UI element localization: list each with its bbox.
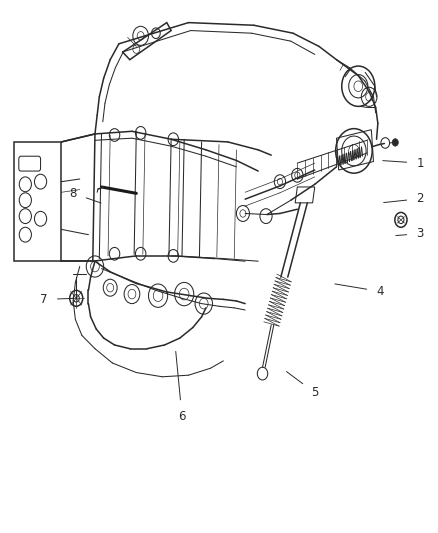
Text: 2: 2 bbox=[384, 192, 424, 205]
Text: 3: 3 bbox=[396, 227, 424, 240]
Text: 1: 1 bbox=[383, 157, 424, 169]
Circle shape bbox=[392, 139, 398, 146]
Text: 4: 4 bbox=[335, 284, 384, 298]
Text: 7: 7 bbox=[40, 293, 74, 306]
Text: 8: 8 bbox=[70, 187, 101, 203]
Text: 5: 5 bbox=[286, 372, 318, 399]
Text: 6: 6 bbox=[176, 351, 186, 423]
